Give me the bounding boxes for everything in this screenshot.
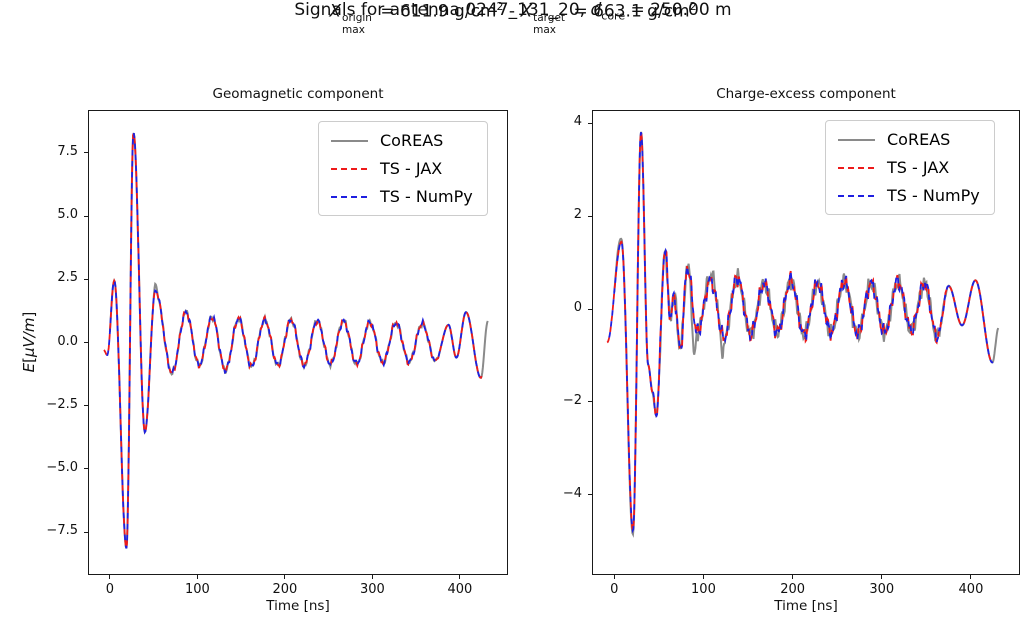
x-tick-label: 300 [359,582,385,597]
x-tick [109,575,111,579]
ylabel-close-bracket: ] [20,311,38,318]
geomagnetic-signal-traces [103,132,489,549]
y-tick [84,278,88,280]
x-axis-label-right: Time [ns] [774,598,838,614]
legend-entry-ts-jax: TS - JAX [838,158,980,177]
y-tick [588,215,592,217]
y-tick [84,152,88,154]
legend-charge-excess: CoREAS TS - JAX TS - NumPy [825,120,995,215]
xmax-target-scripts: target max [533,13,565,36]
x-tick-label: 0 [105,582,115,597]
xmax-target-var: X [520,1,533,22]
y-tick-label: 0 [573,300,582,316]
xmax-target-value: = 663.1 g/cm [568,1,690,22]
y-tick-label: −5.0 [46,459,78,475]
legend-label-ts-jax: TS - JAX [380,159,443,178]
y-tick-label: −2.5 [46,396,78,412]
figure-title: Signals for antenna 0247_131_20, dcore =… [0,0,1026,22]
y-tick-label: 0.0 [57,333,78,349]
title-sub-core: core [601,9,626,23]
legend-entry-ts-numpy: TS - NumPy [331,187,473,206]
ts-jax-line-sample [331,167,368,170]
legend-entry-ts-jax: TS - JAX [331,159,473,178]
plot-title-geomagnetic: Geomagnetic component [212,86,384,102]
target-exponent: 2 [689,0,697,13]
legend-label-ts-numpy: TS - NumPy [380,187,473,206]
y-tick-label: −4 [562,485,582,501]
x-tick [284,575,286,579]
x-tick-label: 300 [869,582,895,597]
y-tick [588,122,592,124]
x-tick [459,575,461,579]
y-tick-label: 4 [573,114,582,130]
x-tick [371,575,373,579]
legend-geomagnetic: CoREAS TS - JAX TS - NumPy [318,121,488,216]
y-tick [84,342,88,343]
x-tick [792,575,794,579]
ylabel-open-bracket: [ [20,357,38,363]
y-tick [588,494,592,496]
xmax-origin-var: X [329,1,342,22]
legend-entry-ts-numpy: TS - NumPy [838,186,980,205]
x-tick [196,575,198,579]
xmax-origin-sub: max [342,23,365,36]
x-tick-label: 400 [958,582,984,597]
legend-label-coreas: CoREAS [887,130,951,149]
title-text: Signals for antenna 0247_131_20, [294,0,591,20]
subtitle-separator: - [503,1,521,22]
coreas-line-sample [838,138,875,141]
title-value: = 250.00 m [625,0,732,20]
xmax-origin-scripts: origin max [342,13,372,36]
y-tick [84,215,88,217]
legend-label-ts-jax: TS - JAX [887,158,950,177]
ylabel-E: E [20,362,38,373]
signal-trace-ts-jax [606,132,994,534]
ts-numpy-line-sample [331,195,368,198]
plot-title-charge-excess: Charge-excess component [716,86,896,102]
x-tick-label: 400 [447,582,473,597]
signal-trace-ts-numpy [103,132,483,549]
ts-numpy-line-sample [838,194,875,197]
x-axis-label-left: Time [ns] [266,598,330,614]
x-tick-label: 200 [780,582,806,597]
signal-trace-ts-jax [103,132,483,549]
y-tick-label: −2 [562,392,582,408]
charge-excess-signal-traces [606,131,1000,538]
xmax-target-sub: max [533,23,556,36]
coreas-line-sample [331,139,368,142]
legend-label-ts-numpy: TS - NumPy [887,186,980,205]
y-tick-label: −7.5 [46,523,78,539]
y-tick [84,531,88,533]
x-tick [881,575,883,579]
y-tick [588,308,592,310]
xmax-target-sup: target [533,12,566,25]
legend-entry-coreas: CoREAS [331,131,473,150]
y-tick-label: 2.5 [57,270,78,286]
x-tick-label: 200 [272,582,298,597]
legend-label-coreas: CoREAS [380,131,444,150]
x-tick-label: 0 [610,582,619,597]
x-tick [702,575,704,579]
y-tick [84,405,88,407]
y-tick-label: 2 [573,207,582,223]
legend-entry-coreas: CoREAS [838,130,980,149]
y-tick [84,468,88,470]
y-tick-label: 5.0 [57,207,78,223]
signal-trace-ts-numpy [606,132,994,534]
xmax-origin-value: = 611.9 g/cm [374,1,497,22]
x-tick [613,575,615,579]
x-tick-label: 100 [691,582,716,597]
ts-jax-line-sample [838,166,875,169]
title-var-d: d [590,0,602,20]
xmax-origin-sup: origin [342,12,372,25]
origin-exponent: 2 [496,0,504,13]
x-tick-label: 100 [184,582,210,597]
y-tick-label: 7.5 [57,143,78,159]
y-tick [588,401,592,403]
x-tick [970,575,972,579]
